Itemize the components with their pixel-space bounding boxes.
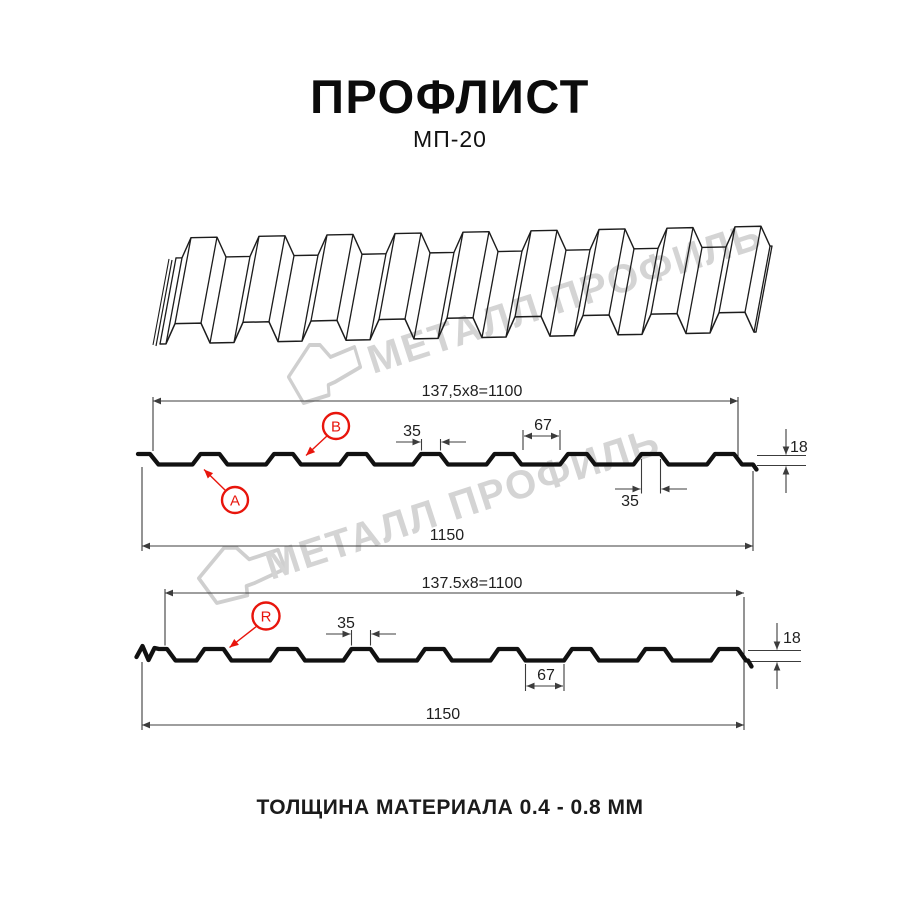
fold-line: [345, 254, 363, 341]
fold-line: [174, 237, 192, 324]
callout-circle-a: [220, 485, 250, 515]
dim-overall-width-label: 1150: [426, 706, 461, 723]
sheet-3d-drawing: [152, 225, 773, 347]
fold-line: [540, 230, 558, 317]
dim-valley-label: 67: [537, 667, 555, 684]
profile-cross-section: [135, 451, 759, 472]
fold-line: [336, 234, 354, 321]
dim-height-label: 18: [783, 630, 801, 647]
profile-cross-section: [134, 643, 754, 669]
watermarks: МЕТАЛЛ ПРОФИЛЬ МЕТАЛЛ ПРОФИЛЬ: [197, 213, 768, 605]
fold-line: [277, 255, 295, 342]
callout-letter-r: R: [261, 609, 272, 626]
callout-letter-b: B: [331, 419, 341, 436]
fold-line: [608, 228, 626, 316]
callout-arrow-a: [203, 468, 227, 492]
fold-line: [514, 230, 532, 317]
page-title: ПРОФЛИСТ: [310, 70, 590, 123]
fold-line: [744, 226, 762, 313]
fold-line: [413, 252, 431, 339]
fold-line: [753, 245, 771, 333]
dim-pitch-label: 137.5x8=1100: [422, 575, 523, 592]
fold-line: [718, 226, 736, 313]
fold-line: [301, 255, 319, 342]
cross-section-top: [135, 397, 806, 551]
fold-line: [437, 252, 455, 339]
material-thickness-note: ТОЛЩИНА МАТЕРИАЛА 0.4 - 0.8 ММ: [256, 796, 644, 819]
dim-height-label: 18: [790, 439, 808, 456]
callout-letter-a: A: [230, 493, 240, 510]
fold-line: [165, 257, 183, 344]
brand-watermark-text: МЕТАЛЛ ПРОФИЛЬ: [260, 419, 666, 588]
fold-line: [755, 245, 773, 333]
dim-overall-width-label: 1150: [430, 527, 465, 544]
fold-line: [369, 253, 387, 340]
fold-line: [233, 256, 251, 343]
dim-rib-bottom-label: 35: [621, 493, 639, 510]
fold-line: [641, 248, 659, 335]
fold-line: [709, 246, 727, 334]
cross-section-bottom-labels: 137.5x8=1100 35 67 18 1150 R: [261, 575, 801, 723]
cross-section-top-labels: 137,5x8=1100 35 67 18 35 1150 A B: [230, 383, 808, 544]
fold-line: [446, 232, 464, 319]
fold-line: [310, 234, 328, 322]
dim-pitch-label: 137,5x8=1100: [422, 383, 523, 400]
fold-line: [268, 235, 286, 322]
back-edge-profile: [175, 225, 773, 259]
fold-line: [573, 249, 591, 336]
fold-line: [650, 228, 668, 315]
fold-line: [549, 250, 567, 337]
fold-line: [404, 232, 422, 320]
fold-line: [676, 227, 694, 314]
fold-line: [617, 248, 635, 335]
front-edge-profile: [159, 311, 757, 345]
fold-line: [582, 229, 600, 316]
callout-arrow-b: [305, 434, 328, 457]
fold-line: [481, 251, 499, 338]
callout-arrow-r: [229, 625, 258, 649]
fold-line: [209, 256, 227, 344]
fold-line: [242, 236, 260, 323]
fold-line: [200, 237, 218, 324]
fold-line: [505, 250, 523, 338]
fold-line: [472, 231, 490, 318]
cut-edge-line: [152, 258, 170, 346]
cross-section-bottom: [134, 589, 801, 730]
dim-valley-label: 67: [534, 417, 552, 434]
dim-rib-top-label: 35: [403, 423, 421, 440]
callout-circle-r: [251, 601, 281, 631]
fold-line: [685, 247, 703, 334]
callout-circle-b: [321, 411, 351, 441]
model-label: МП-20: [413, 126, 487, 152]
fold-line: [159, 257, 177, 345]
dim-rib-top-label: 35: [337, 615, 355, 632]
brand-logo-watermark: [287, 343, 362, 405]
fold-line: [378, 233, 396, 320]
cut-edge-line: [155, 259, 173, 347]
